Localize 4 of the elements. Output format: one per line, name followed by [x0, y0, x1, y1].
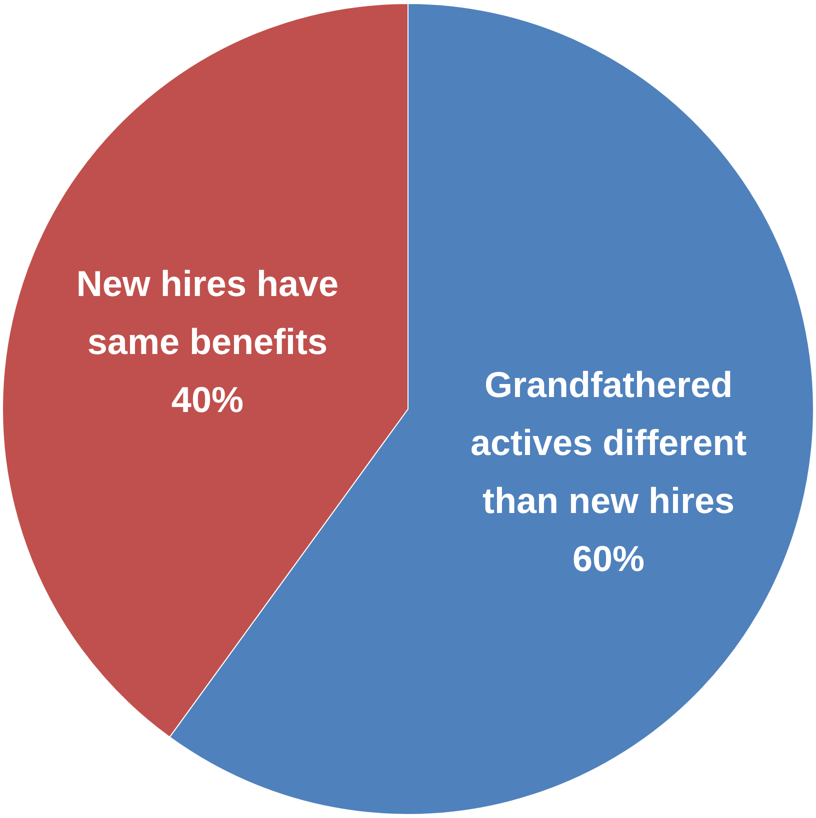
slice-label: New hires have same benefits	[76, 262, 339, 362]
data-label: 40%	[171, 378, 244, 420]
slice-label: Grandfathered actives different than new hires	[470, 364, 747, 522]
data-label: 60%	[572, 538, 645, 580]
